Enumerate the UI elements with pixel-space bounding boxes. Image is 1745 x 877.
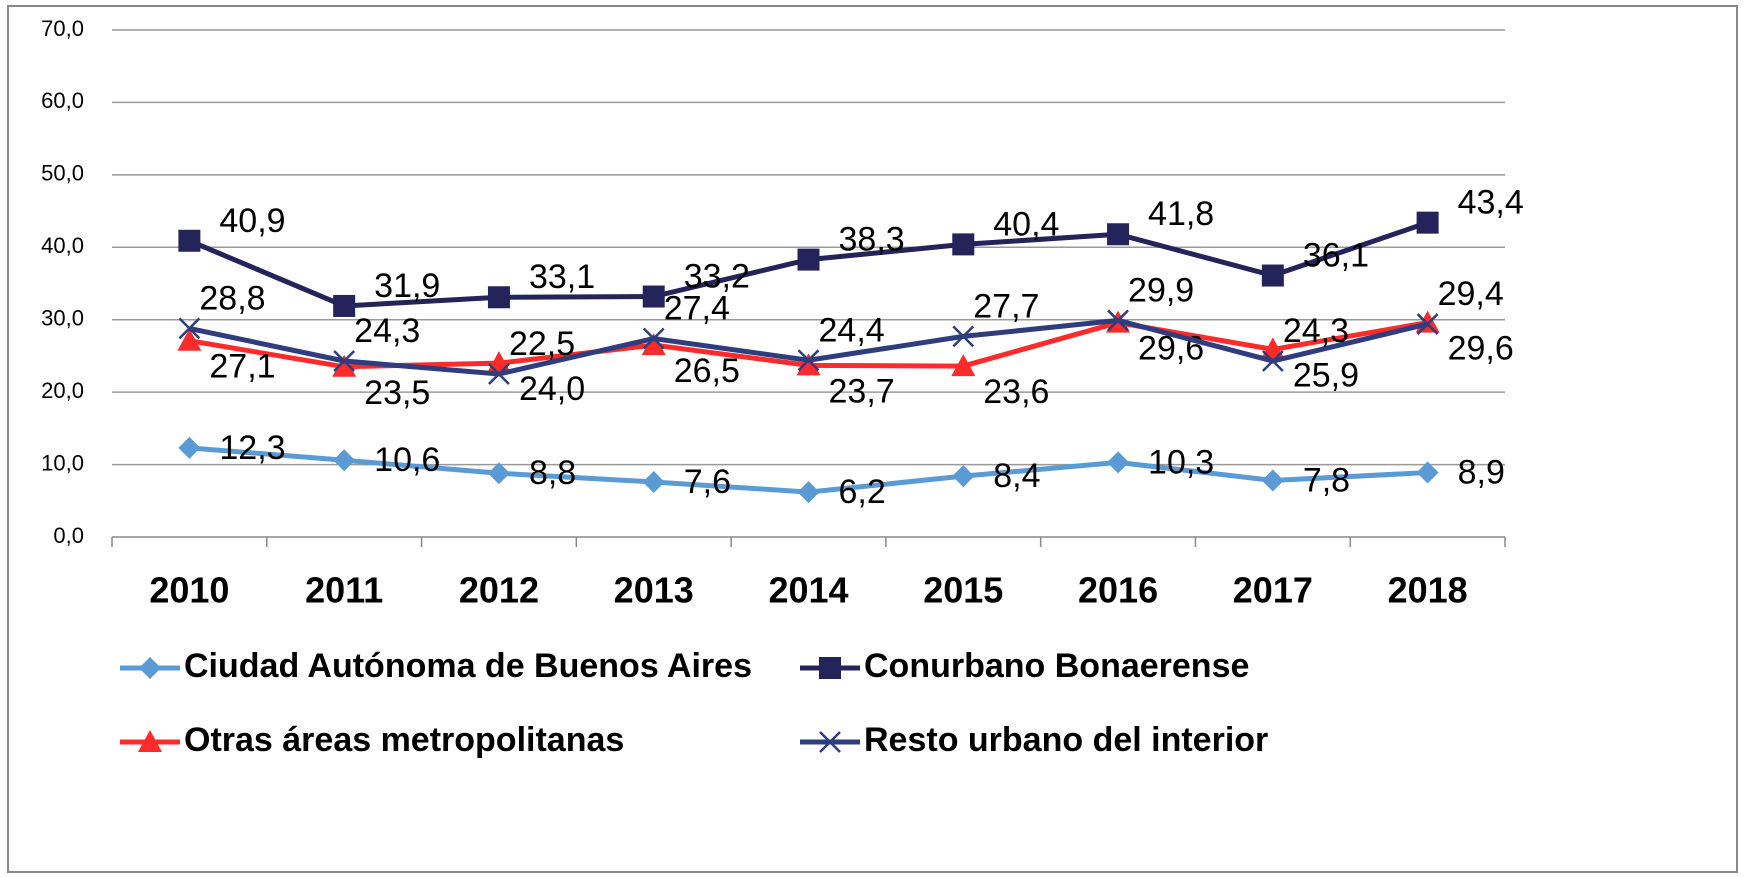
data-label: 27,1 <box>209 348 275 386</box>
x-tick-label: 2011 <box>305 570 383 611</box>
marker <box>642 327 665 350</box>
marker <box>819 657 841 679</box>
y-tick-label: 50,0 <box>41 161 84 186</box>
data-label: 38,3 <box>839 221 905 259</box>
data-label: 12,3 <box>219 429 285 467</box>
x-tick-label: 2010 <box>149 570 229 611</box>
data-label: 28,8 <box>199 279 265 317</box>
marker <box>1416 461 1439 484</box>
data-label: 8,9 <box>1458 454 1505 492</box>
x-tick-label: 2014 <box>768 570 848 611</box>
marker <box>178 229 201 252</box>
data-label: 40,4 <box>993 205 1059 243</box>
data-label: 23,7 <box>829 372 895 410</box>
marker <box>177 328 202 351</box>
data-label: 10,6 <box>374 441 440 479</box>
data-label: 24,3 <box>1283 312 1349 350</box>
marker <box>139 657 161 679</box>
legend-label: Conurbano Bonaerense <box>864 647 1249 685</box>
data-label: 25,9 <box>1293 356 1359 394</box>
data-label: 29,9 <box>1128 271 1194 309</box>
marker <box>1107 223 1130 246</box>
data-label: 8,4 <box>993 457 1040 495</box>
y-tick-label: 60,0 <box>41 88 84 113</box>
marker <box>642 285 665 308</box>
data-label: 22,5 <box>509 325 575 363</box>
marker <box>796 353 821 376</box>
marker <box>1261 264 1284 287</box>
data-label: 27,4 <box>664 290 730 328</box>
data-label: 33,1 <box>529 258 595 296</box>
marker <box>1107 451 1130 474</box>
legend-label: Ciudad Autónoma de Buenos Aires <box>184 647 752 685</box>
chart-frame <box>7 5 1738 873</box>
marker <box>1416 211 1439 234</box>
data-label: 8,8 <box>529 454 576 492</box>
y-tick-label: 0,0 <box>53 523 84 548</box>
marker <box>333 449 356 472</box>
data-label: 41,8 <box>1148 195 1214 233</box>
marker <box>488 363 510 385</box>
data-label: 36,1 <box>1303 237 1369 275</box>
legend-label: Resto urbano del interior <box>864 721 1268 759</box>
marker <box>642 470 665 493</box>
marker <box>951 354 976 377</box>
marker <box>641 333 666 356</box>
marker <box>797 248 820 271</box>
data-label: 24,0 <box>519 370 585 408</box>
marker <box>952 465 975 488</box>
data-label: 31,9 <box>374 267 440 305</box>
marker <box>333 350 356 372</box>
data-label: 23,5 <box>364 374 430 412</box>
data-label: 6,2 <box>839 473 886 511</box>
data-label: 10,3 <box>1148 443 1214 481</box>
marker <box>178 436 201 459</box>
marker <box>952 233 975 256</box>
marker <box>487 286 510 309</box>
marker <box>178 317 201 340</box>
data-label: 29,6 <box>1448 330 1514 368</box>
data-label: 26,5 <box>674 352 740 390</box>
y-tick-label: 30,0 <box>41 306 84 331</box>
y-tick-label: 20,0 <box>41 378 84 403</box>
y-tick-label: 10,0 <box>41 450 84 475</box>
x-tick-label: 2018 <box>1388 570 1468 611</box>
data-label: 23,6 <box>983 373 1049 411</box>
x-tick-label: 2016 <box>1078 570 1158 611</box>
marker <box>333 294 356 317</box>
marker <box>952 325 975 348</box>
y-tick-label: 40,0 <box>41 233 84 258</box>
x-tick-label: 2013 <box>614 570 694 611</box>
data-label: 7,6 <box>684 463 731 501</box>
y-tick-label: 70,0 <box>41 16 84 41</box>
data-label: 24,3 <box>354 312 420 350</box>
marker <box>1261 469 1284 492</box>
marker <box>819 731 841 753</box>
data-label: 24,4 <box>819 311 885 349</box>
legend-label: Otras áreas metropolitanas <box>184 721 624 759</box>
marker <box>487 462 510 485</box>
marker <box>332 354 357 377</box>
x-tick-label: 2017 <box>1233 570 1313 611</box>
data-label: 7,8 <box>1303 461 1350 499</box>
data-label: 33,2 <box>684 258 750 296</box>
marker <box>1261 350 1284 372</box>
data-label: 40,9 <box>219 202 285 240</box>
data-label: 43,4 <box>1458 184 1524 222</box>
x-tick-label: 2012 <box>459 570 539 611</box>
marker <box>138 730 162 752</box>
data-label: 27,7 <box>973 287 1039 325</box>
data-label: 29,4 <box>1438 275 1504 313</box>
marker <box>797 481 820 504</box>
marker <box>1107 309 1129 332</box>
marker <box>797 349 820 372</box>
x-tick-label: 2015 <box>923 570 1003 611</box>
marker <box>1416 313 1439 335</box>
